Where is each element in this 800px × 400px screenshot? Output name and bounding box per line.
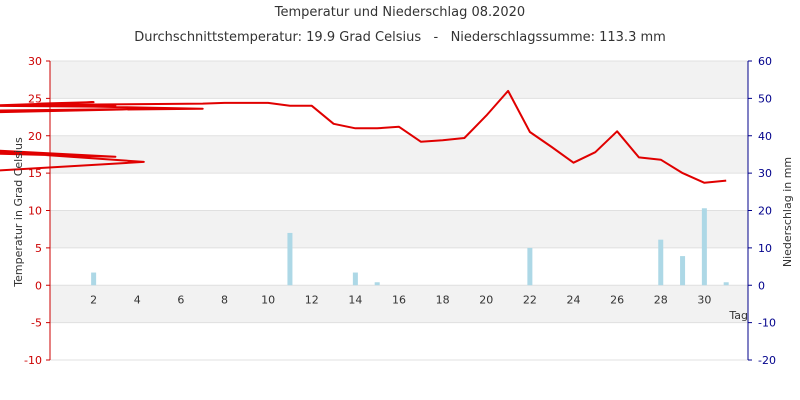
x-tick-label: 18	[436, 293, 450, 306]
left-tick-label: 20	[28, 130, 42, 143]
precipitation-bar	[723, 282, 729, 286]
right-axis-ticks: -20 -10 0 10 20 30 40 50 60	[748, 55, 776, 367]
plot-band	[50, 210, 748, 248]
left-tick-label: -10	[24, 354, 42, 367]
temperature-line	[0, 89, 727, 184]
x-tick-label: 22	[523, 293, 537, 306]
plot-band	[50, 173, 748, 211]
left-axis-ticks: -10 -5 0 5 10 15 20 25 30	[24, 55, 50, 367]
x-tick-label: 28	[654, 293, 668, 306]
left-tick-label: 10	[28, 205, 42, 218]
left-axis-label: Temperatur in Grad Celsius	[12, 137, 25, 288]
grid-lines	[50, 60, 748, 361]
right-tick-label: -10	[758, 317, 776, 330]
plot-band	[50, 135, 748, 174]
x-tick-label: 14	[348, 293, 362, 306]
right-tick-label: 60	[758, 55, 772, 68]
precipitation-bars	[91, 208, 729, 286]
temperature-layer	[0, 89, 727, 184]
x-tick-label: 20	[479, 293, 493, 306]
x-axis-ticks: 2 4 6 8 10 12 14 16 18 20 22 24 26 28 30	[90, 293, 711, 306]
x-tick-label: 12	[305, 293, 319, 306]
plot-bands	[50, 61, 748, 360]
right-tick-label: 10	[758, 242, 772, 255]
right-axis-label: Niederschlag in mm	[781, 157, 794, 267]
right-tick-label: 20	[758, 205, 772, 218]
left-tick-label: 5	[35, 242, 42, 255]
plot-band	[50, 247, 748, 286]
precipitation-bar	[658, 239, 664, 286]
x-tick-label: 24	[567, 293, 581, 306]
precipitation-bar	[287, 232, 293, 286]
x-axis-label: Tag	[728, 309, 748, 322]
x-tick-label: 6	[177, 293, 184, 306]
chart-title: Temperatur und Niederschlag 08.2020	[274, 5, 525, 20]
left-tick-label: 25	[28, 92, 42, 105]
left-tick-label: 15	[28, 167, 42, 180]
precipitation-bar	[374, 282, 380, 286]
precipitation-bar	[680, 256, 686, 286]
temperature-line-artifact	[0, 149, 145, 172]
precipitation-bar	[352, 272, 358, 286]
x-tick-label: 8	[221, 293, 228, 306]
x-tick-label: 10	[261, 293, 275, 306]
plot-band	[50, 322, 748, 360]
right-tick-label: 40	[758, 130, 772, 143]
x-tick-label: 26	[610, 293, 624, 306]
x-tick-label: 4	[134, 293, 141, 306]
plot-band	[50, 61, 748, 99]
right-tick-label: 50	[758, 92, 772, 105]
precipitation-bar	[91, 272, 97, 286]
x-tick-label: 16	[392, 293, 406, 306]
right-tick-label: -20	[758, 354, 776, 367]
left-tick-label: 30	[28, 55, 42, 68]
left-tick-label: 0	[35, 279, 42, 292]
precipitation-bar	[527, 247, 533, 286]
right-tick-label: 0	[758, 279, 765, 292]
precipitation-bar	[701, 208, 707, 286]
left-tick-label: -5	[31, 317, 42, 330]
x-tick-label: 2	[90, 293, 97, 306]
right-tick-label: 30	[758, 167, 772, 180]
chart-subtitle: Durchschnittstemperatur: 19.9 Grad Celsi…	[134, 30, 666, 45]
x-tick-label: 30	[697, 293, 711, 306]
plot-band	[50, 285, 748, 323]
